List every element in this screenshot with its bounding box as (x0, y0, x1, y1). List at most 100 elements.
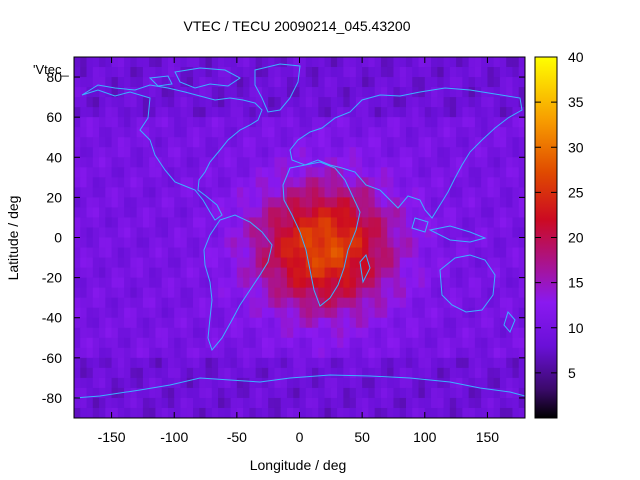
heat-cell (261, 237, 269, 249)
heat-cell (180, 207, 188, 219)
heat-cell (380, 87, 388, 98)
heat-cell (437, 257, 445, 269)
heat-cell (405, 287, 413, 299)
heat-cell (124, 217, 131, 229)
heat-cell (437, 407, 445, 418)
heat-cell (80, 167, 88, 178)
heat-cell (205, 107, 213, 118)
heat-cell (193, 297, 200, 309)
heat-cell (92, 257, 100, 269)
heat-cell (161, 177, 169, 188)
heat-cell (324, 327, 332, 339)
heat-cell (161, 57, 169, 68)
heat-cell (437, 137, 445, 148)
heat-cell (124, 367, 131, 379)
heat-cell (193, 367, 200, 379)
heat-cell (474, 127, 482, 138)
heat-cell (261, 267, 269, 279)
heat-cell (499, 187, 507, 198)
heat-cell (512, 397, 520, 409)
heat-cell (424, 357, 432, 369)
heat-cell (462, 237, 470, 249)
heat-cell (180, 147, 188, 158)
heat-cell (487, 137, 495, 148)
heat-cell (99, 407, 106, 418)
heat-cell (243, 67, 250, 78)
heat-cell (380, 227, 388, 239)
heat-cell (424, 107, 432, 118)
heat-cell (193, 387, 200, 399)
heat-cell (117, 117, 125, 128)
heat-cell (249, 267, 257, 279)
heat-cell (142, 77, 150, 88)
heat-cell (205, 207, 213, 219)
heat-cell (337, 137, 344, 148)
heat-cell (318, 97, 326, 108)
heat-cell (337, 237, 344, 249)
heat-cell (418, 277, 426, 289)
heat-cell (193, 107, 200, 118)
heat-cell (199, 387, 207, 399)
heat-cell (142, 247, 150, 259)
heat-cell (236, 407, 244, 418)
heat-cell (167, 327, 175, 339)
heat-cell (124, 227, 131, 239)
heat-cell (305, 387, 313, 399)
heat-cell (149, 117, 157, 128)
heat-cell (349, 357, 357, 369)
heat-cell (449, 367, 457, 379)
heat-cell (355, 397, 363, 409)
heat-cell (387, 117, 395, 128)
coastline-antarctica (74, 374, 525, 399)
heat-cell (105, 277, 113, 289)
heat-cell (205, 367, 213, 379)
heat-cell (161, 197, 169, 209)
heat-cell (405, 327, 413, 339)
heat-cell (167, 237, 175, 249)
heat-cell (255, 397, 263, 409)
heat-cell (299, 187, 307, 198)
heat-cell (343, 127, 351, 138)
heat-cell (493, 267, 501, 279)
heat-cell (218, 97, 225, 108)
heat-cell (80, 67, 88, 78)
heat-cell (418, 327, 426, 339)
heat-cell (249, 257, 257, 269)
heat-cell (211, 127, 219, 138)
heat-cell (236, 237, 244, 249)
heat-cell (462, 337, 470, 349)
heat-cell (142, 397, 150, 409)
heat-cell (349, 307, 357, 319)
heat-cell (343, 217, 351, 229)
heat-cell (199, 107, 207, 118)
heat-cell (305, 247, 313, 259)
heat-cell (324, 367, 332, 379)
heat-cell (86, 357, 94, 369)
heat-cell (174, 367, 182, 379)
heat-cell (243, 247, 250, 259)
heat-cell (142, 237, 150, 249)
heat-cell (105, 247, 113, 259)
heat-cell (280, 267, 288, 279)
heat-cell (362, 167, 369, 178)
heat-cell (462, 397, 470, 409)
heat-cell (330, 207, 338, 219)
heat-cell (130, 67, 138, 78)
heat-cell (393, 257, 401, 269)
heat-cell (424, 317, 432, 329)
heat-cell (149, 377, 157, 389)
heat-cell (161, 377, 169, 389)
heat-cell (286, 67, 294, 78)
heat-cell (243, 107, 250, 118)
heat-cell (193, 157, 200, 168)
heat-cell (261, 97, 269, 108)
heat-cell (136, 97, 144, 108)
heat-cell (324, 337, 332, 349)
heat-cell (211, 97, 219, 108)
heat-cell (368, 167, 376, 178)
heat-cell (499, 197, 507, 209)
heat-cell (418, 397, 426, 409)
heat-cell (424, 117, 432, 128)
heat-cell (236, 307, 244, 319)
heat-cell (468, 377, 476, 389)
